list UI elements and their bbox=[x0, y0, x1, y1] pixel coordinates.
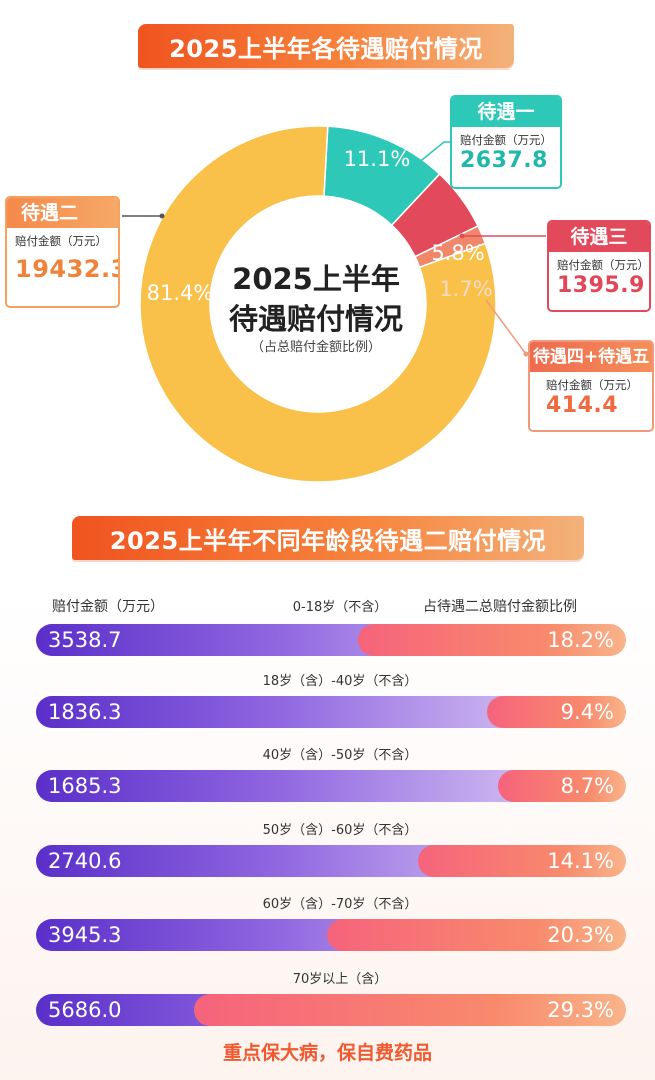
age-bar-amount: 1836.3 bbox=[48, 700, 122, 724]
age-bar-amount: 3538.7 bbox=[48, 628, 122, 652]
age-bar: 18.2% 3538.7 bbox=[36, 624, 626, 656]
age-group-label: 60岁（含）-70岁（不含） bbox=[262, 897, 418, 912]
age-bar-percent: 14.1% bbox=[418, 845, 626, 877]
leader-dot-treatment-2 bbox=[159, 213, 165, 219]
donut-chart: 11.1% 81.4% 5.8% 1.7% bbox=[122, 125, 546, 483]
age-bar-percent: 18.2% bbox=[357, 624, 626, 656]
card-treatment-3-amount-label: 赔付金额（万元） bbox=[557, 258, 649, 272]
age-bar-amount: 2740.6 bbox=[48, 849, 122, 873]
age-bar: 14.1% 2740.6 bbox=[36, 845, 626, 877]
card-treatment-3: 待遇三 赔付金额（万元） 1395.9 bbox=[547, 220, 651, 312]
leader-line-treatment-4-5 bbox=[485, 299, 527, 355]
card-treatment-1-name: 待遇一 bbox=[452, 97, 560, 127]
age-bar: 20.3% 3945.3 bbox=[36, 919, 626, 951]
card-treatment-2-amount: 19432.3 bbox=[15, 255, 120, 283]
donut-slice-treatment-2 bbox=[139, 125, 497, 483]
card-treatment-4-5-name: 待遇四+待遇五 bbox=[530, 342, 652, 372]
donut-center-title-line2: 待遇赔付情况 bbox=[228, 302, 403, 336]
age-group-label: 50岁（含）-60岁（不含） bbox=[262, 823, 418, 838]
card-treatment-4-5-amount-label: 赔付金额（万元） bbox=[546, 378, 638, 392]
age-bar-percent: 9.4% bbox=[487, 696, 626, 728]
card-treatment-2: 待遇二 赔付金额（万元） 19432.3 bbox=[5, 196, 120, 308]
donut-label-treatment-4-5: 1.7% bbox=[439, 277, 492, 301]
leader-dot-treatment-4-5 bbox=[523, 351, 529, 357]
age-group-label: 18岁（含）-40岁（不含） bbox=[262, 674, 418, 689]
card-treatment-4-5-amount: 414.4 bbox=[546, 393, 619, 418]
age-group-label: 40岁（含）-50岁（不含） bbox=[262, 748, 418, 763]
age-bar: 29.3% 5686.0 bbox=[36, 994, 626, 1026]
donut-center-title-line1: 2025上半年 bbox=[232, 262, 400, 296]
donut-label-treatment-1: 11.1% bbox=[344, 147, 411, 171]
leader-dot-treatment-1 bbox=[409, 165, 415, 171]
section2-title: 2025上半年不同年龄段待遇二赔付情况 bbox=[72, 516, 584, 560]
age-bar-amount: 3945.3 bbox=[48, 923, 122, 947]
age-bar-amount: 5686.0 bbox=[48, 998, 122, 1022]
age-bar-amount: 1685.3 bbox=[48, 774, 122, 798]
card-treatment-3-amount: 1395.9 bbox=[557, 273, 645, 298]
card-treatment-4-5: 待遇四+待遇五 赔付金额（万元） 414.4 bbox=[528, 340, 654, 432]
card-treatment-2-name: 待遇二 bbox=[7, 198, 118, 228]
age-bar-percent: 8.7% bbox=[497, 770, 626, 802]
card-treatment-1-amount-label: 赔付金额（万元） bbox=[460, 133, 552, 147]
age-group-label: 70岁以上（含） bbox=[292, 972, 388, 987]
age-group-label: 0-18岁（不含） bbox=[292, 600, 388, 615]
percent-column-header: 占待遇二总赔付金额比例 bbox=[423, 599, 577, 615]
card-treatment-2-amount-label: 赔付金额（万元） bbox=[15, 234, 107, 248]
card-treatment-3-name: 待遇三 bbox=[549, 222, 649, 252]
card-treatment-1: 待遇一 赔付金额（万元） 2637.8 bbox=[450, 95, 562, 189]
leader-line-treatment-1 bbox=[411, 141, 450, 169]
amount-column-header: 赔付金额（万元） bbox=[52, 599, 164, 615]
slogan: 重点保大病，保自费药品 bbox=[222, 1042, 432, 1064]
leader-dot-treatment-3 bbox=[459, 233, 465, 239]
age-bar: 8.7% 1685.3 bbox=[36, 770, 626, 802]
section1-title: 2025上半年各待遇赔付情况 bbox=[138, 24, 514, 68]
age-bar-percent: 29.3% bbox=[193, 994, 626, 1026]
donut-center-note: （占总赔付金额比例） bbox=[250, 340, 381, 355]
card-treatment-1-amount: 2637.8 bbox=[460, 148, 548, 173]
age-bar: 9.4% 1836.3 bbox=[36, 696, 626, 728]
donut-label-treatment-2: 81.4% bbox=[147, 281, 214, 305]
donut-label-treatment-3: 5.8% bbox=[431, 241, 484, 265]
age-bar-percent: 20.3% bbox=[326, 919, 626, 951]
